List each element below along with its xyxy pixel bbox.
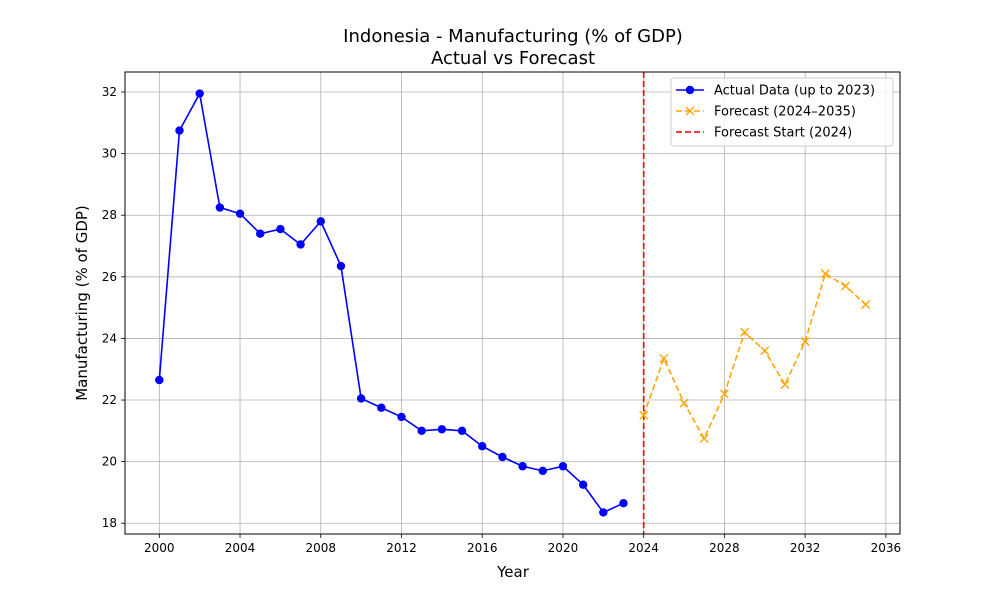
data-point bbox=[437, 425, 447, 434]
grid bbox=[125, 72, 900, 534]
data-point bbox=[498, 452, 507, 462]
x-tick-label: 2016 bbox=[467, 541, 498, 555]
data-point bbox=[457, 426, 467, 436]
legend-marker bbox=[685, 85, 695, 95]
data-point bbox=[195, 89, 204, 98]
data-point bbox=[256, 229, 265, 238]
data-point bbox=[155, 375, 164, 385]
x-tick-label: 2020 bbox=[548, 541, 579, 555]
data-point bbox=[619, 499, 628, 508]
x-tick-label: 2012 bbox=[386, 541, 417, 555]
data-point bbox=[861, 300, 871, 310]
legend-label: Forecast (2024–2035) bbox=[714, 105, 856, 120]
data-point bbox=[377, 403, 386, 412]
data-point bbox=[336, 261, 346, 271]
y-tick-label: 18 bbox=[102, 516, 117, 530]
legend-label: Forecast Start (2024) bbox=[714, 126, 852, 141]
series-line bbox=[158, 91, 624, 514]
data-point bbox=[578, 480, 588, 489]
data-point bbox=[558, 462, 568, 471]
legend-box bbox=[670, 77, 894, 147]
y-tick-label: 30 bbox=[102, 147, 117, 161]
data-point bbox=[538, 466, 547, 476]
data-point bbox=[215, 203, 225, 212]
data-point bbox=[719, 389, 729, 399]
data-point bbox=[296, 240, 305, 249]
y-tick-label: 24 bbox=[102, 331, 117, 345]
data-point bbox=[518, 462, 527, 471]
chart-subtitle: Actual vs Forecast bbox=[431, 48, 595, 69]
x-tick-label: 2032 bbox=[790, 541, 821, 555]
x-tick-label: 2008 bbox=[305, 541, 336, 555]
data-point bbox=[397, 412, 406, 422]
x-tick-label: 2004 bbox=[225, 541, 256, 555]
chart-title: Indonesia - Manufacturing (% of GDP) bbox=[343, 26, 683, 47]
series-group bbox=[155, 89, 871, 517]
legend: Actual Data (up to 2023) Forecast (2024–2… bbox=[670, 77, 894, 147]
data-point bbox=[820, 269, 830, 279]
legend-item: Forecast (2024–2035) bbox=[676, 105, 856, 120]
x-tick-label: 2000 bbox=[144, 541, 175, 555]
data-point bbox=[478, 442, 487, 451]
legend-label: Actual Data (up to 2023) bbox=[714, 84, 875, 99]
y-tick-label: 20 bbox=[102, 455, 117, 469]
y-axis-label: Manufacturing (% of GDP) bbox=[73, 205, 91, 401]
data-point bbox=[417, 426, 426, 436]
x-tick-label: 2028 bbox=[709, 541, 740, 555]
data-point bbox=[659, 353, 669, 363]
x-axis-label: Year bbox=[496, 563, 530, 581]
legend-marker bbox=[685, 106, 695, 116]
data-point bbox=[780, 380, 790, 390]
data-point bbox=[800, 337, 810, 346]
data-point bbox=[356, 394, 366, 403]
data-point bbox=[175, 126, 184, 135]
x-tick-label: 2024 bbox=[628, 541, 659, 555]
legend-item: Actual Data (up to 2023) bbox=[676, 84, 875, 99]
data-point bbox=[316, 217, 325, 226]
series-forecast bbox=[639, 269, 871, 444]
series-actual bbox=[155, 89, 628, 517]
x-tick-label: 2036 bbox=[871, 541, 902, 555]
y-tick-label: 26 bbox=[102, 270, 117, 284]
y-axis: 18 20 22 24 26 28 30 32 bbox=[102, 85, 125, 530]
data-point bbox=[740, 327, 750, 337]
x-axis: 2000 2004 2008 2012 2016 2020 2024 2028 2032 2036 bbox=[144, 534, 901, 555]
y-tick-label: 32 bbox=[102, 85, 117, 99]
data-point bbox=[276, 224, 285, 234]
plot-area-frame bbox=[124, 71, 901, 535]
y-tick-label: 28 bbox=[102, 208, 117, 222]
data-point bbox=[760, 346, 770, 356]
y-tick-label: 22 bbox=[102, 393, 117, 407]
data-point bbox=[841, 281, 851, 291]
data-point bbox=[235, 209, 245, 218]
series-line bbox=[642, 272, 867, 441]
data-point bbox=[699, 434, 709, 444]
data-point bbox=[639, 410, 649, 420]
data-point bbox=[599, 508, 608, 517]
data-point bbox=[679, 398, 689, 408]
legend-item: Forecast Start (2024) bbox=[676, 126, 852, 141]
